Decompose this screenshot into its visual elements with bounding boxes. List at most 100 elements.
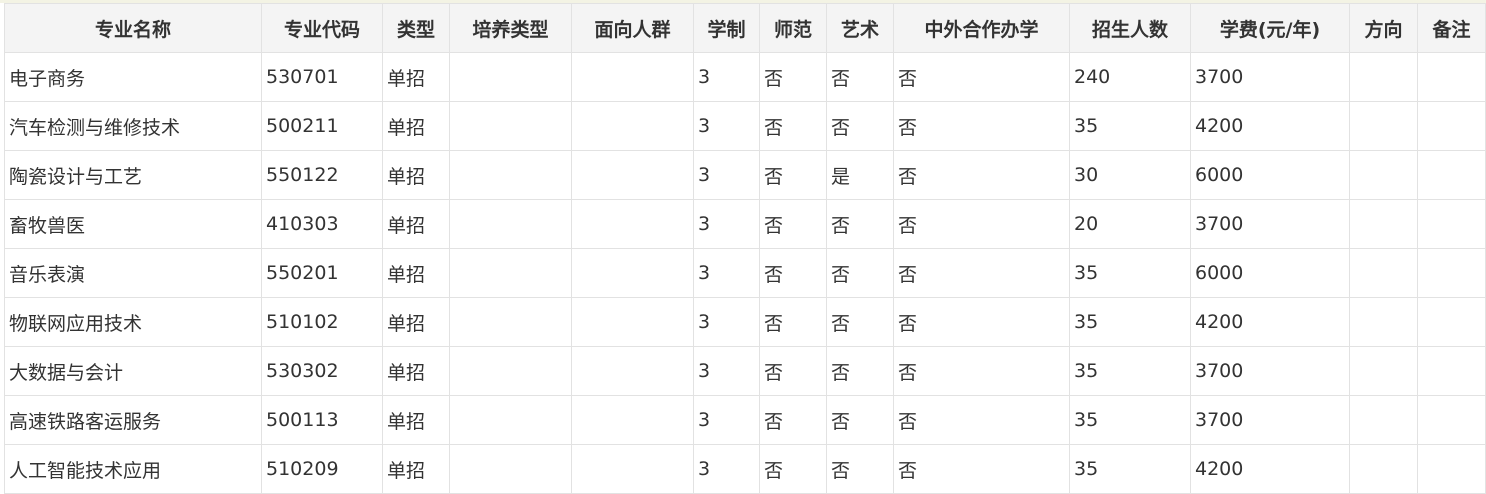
table-cell: [1417, 346, 1486, 396]
table-cell: 4200: [1190, 444, 1350, 494]
table-cell: 否: [759, 297, 827, 347]
table-cell: 否: [759, 395, 827, 445]
table-cell: 3: [693, 52, 760, 102]
table-row: 畜牧兽医 410303 单招 3 否否否 20 3700: [4, 199, 1486, 249]
table-cell: [1349, 101, 1418, 151]
table-cell: [1417, 248, 1486, 298]
table-cell: [1417, 444, 1486, 494]
table-cell: [571, 346, 694, 396]
table-cell: [571, 297, 694, 347]
table-cell: 3: [693, 101, 760, 151]
table-cell: 35: [1069, 444, 1191, 494]
table-cell: [1349, 346, 1418, 396]
table-cell: 550201: [261, 248, 383, 298]
table-cell: 否: [893, 52, 1070, 102]
table-cell: 3700: [1190, 346, 1350, 396]
table-cell: [571, 199, 694, 249]
table-cell: 6000: [1190, 150, 1350, 200]
table-cell: 畜牧兽医: [4, 199, 262, 249]
table-cell: [449, 346, 572, 396]
table-row: 物联网应用技术 510102 单招 3 否否否 35 4200: [4, 297, 1486, 347]
table-cell: 人工智能技术应用: [4, 444, 262, 494]
table-cell: 单招: [382, 199, 450, 249]
table-cell: [1349, 444, 1418, 494]
table-cell: 是: [826, 150, 894, 200]
table-cell: [449, 52, 572, 102]
table-cell: 530701: [261, 52, 383, 102]
table-cell: 否: [759, 199, 827, 249]
table-cell: 3700: [1190, 52, 1350, 102]
table-cell: [571, 395, 694, 445]
table-cell: 否: [893, 248, 1070, 298]
column-header: 专业代码: [261, 3, 383, 53]
table-cell: [1349, 150, 1418, 200]
table-cell: 否: [826, 346, 894, 396]
table-cell: [1349, 248, 1418, 298]
column-header: 方向: [1349, 3, 1418, 53]
majors-table: 专业名称 专业代码 类型 培养类型 面向人群 学制 师范 艺术 中外合作办学 招生人数 学费(元/年…: [4, 3, 1486, 494]
table-cell: 3: [693, 297, 760, 347]
column-header: 面向人群: [571, 3, 694, 53]
table-cell: [571, 248, 694, 298]
table-cell: 否: [826, 395, 894, 445]
table-row: 高速铁路客运服务 500113 单招 3 否否否 35 3700: [4, 395, 1486, 445]
column-header: 专业名称: [4, 3, 262, 53]
table-cell: 单招: [382, 444, 450, 494]
table-row: 电子商务 530701 单招 3 否否否 240 3700: [4, 52, 1486, 102]
column-header: 培养类型: [449, 3, 572, 53]
table-cell: 否: [759, 444, 827, 494]
table-cell: 音乐表演: [4, 248, 262, 298]
table-row: 陶瓷设计与工艺 550122 单招 3 否是否 30 6000: [4, 150, 1486, 200]
table-row: 音乐表演 550201 单招 3 否否否 35 6000: [4, 248, 1486, 298]
table-cell: [1417, 101, 1486, 151]
table-cell: 3: [693, 395, 760, 445]
table-cell: 否: [893, 297, 1070, 347]
table-cell: 3: [693, 150, 760, 200]
table-cell: [571, 150, 694, 200]
table-cell: 500211: [261, 101, 383, 151]
table-cell: 3: [693, 248, 760, 298]
table-cell: [449, 395, 572, 445]
column-header: 中外合作办学: [893, 3, 1070, 53]
table-cell: [571, 101, 694, 151]
table-cell: 单招: [382, 346, 450, 396]
table-cell: 35: [1069, 297, 1191, 347]
table-cell: 510102: [261, 297, 383, 347]
table-cell: 20: [1069, 199, 1191, 249]
table-cell: 单招: [382, 52, 450, 102]
table-cell: 3: [693, 444, 760, 494]
table-cell: [449, 199, 572, 249]
table-cell: 530302: [261, 346, 383, 396]
table-row: 汽车检测与维修技术 500211 单招 3 否否否 35 4200: [4, 101, 1486, 151]
table-cell: 汽车检测与维修技术: [4, 101, 262, 151]
table-cell: 35: [1069, 101, 1191, 151]
table-cell: 510209: [261, 444, 383, 494]
table-cell: 电子商务: [4, 52, 262, 102]
table-cell: 35: [1069, 395, 1191, 445]
table-cell: 否: [893, 444, 1070, 494]
table-cell: 500113: [261, 395, 383, 445]
table-cell: 否: [759, 150, 827, 200]
table-cell: [1349, 395, 1418, 445]
table-cell: 否: [893, 101, 1070, 151]
table-cell: [1349, 199, 1418, 249]
table-cell: 否: [893, 346, 1070, 396]
column-header: 学制: [693, 3, 760, 53]
table-cell: 3700: [1190, 395, 1350, 445]
table-cell: [1417, 52, 1486, 102]
column-header: 艺术: [826, 3, 894, 53]
table-cell: 单招: [382, 297, 450, 347]
table-cell: 3: [693, 199, 760, 249]
table-cell: 否: [893, 395, 1070, 445]
table-cell: 单招: [382, 248, 450, 298]
table-cell: [449, 297, 572, 347]
table-cell: 否: [893, 150, 1070, 200]
table-cell: 陶瓷设计与工艺: [4, 150, 262, 200]
table-cell: 35: [1069, 346, 1191, 396]
table-cell: [571, 52, 694, 102]
table-cell: 3700: [1190, 199, 1350, 249]
table-cell: [449, 101, 572, 151]
table-cell: 否: [759, 346, 827, 396]
table-cell: 否: [826, 444, 894, 494]
column-header: 师范: [759, 3, 827, 53]
